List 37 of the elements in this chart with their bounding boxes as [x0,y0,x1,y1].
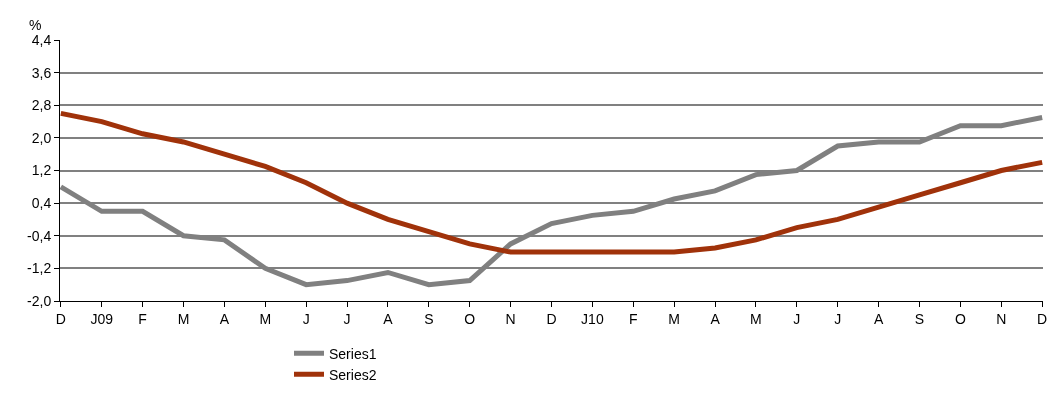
x-tick-label: S [914,310,925,327]
x-tick-label: O [954,310,966,327]
x-tick-label: S [424,310,434,327]
x-tick-label: A [219,310,230,327]
x-tick-label: J [793,310,801,327]
x-tick-label: J09 [90,310,114,327]
x-tick-label: M [259,310,272,327]
x-tick-label: M [668,310,681,327]
x-tick-label: N [505,310,516,327]
x-tick-label: J [834,310,842,327]
x-tick-label: D [546,310,557,327]
x-tick-label: F [629,310,638,327]
x-tick-label: D [1037,310,1048,327]
y-tick-label: 3,6 [31,64,52,81]
y-tick-label: -1,2 [27,260,52,277]
y-tick-label: -0,4 [27,227,52,244]
y-tick-label: 4,4 [31,31,52,48]
x-tick-label: O [464,310,476,327]
x-tick-label: D [55,310,66,327]
x-tick-label: A [383,310,394,327]
x-tick-label: M [177,310,190,327]
legend-label: Series2 [329,366,377,383]
y-tick-label: 0,4 [31,195,52,212]
y-tick-label: 2,0 [31,129,52,146]
x-tick-label: M [750,310,762,327]
legend-label: Series1 [329,345,377,362]
x-tick-label: J [302,310,310,327]
x-tick-label: N [996,310,1007,327]
y-tick-label: -2,0 [27,292,52,309]
x-tick-label: J [343,310,351,327]
x-tick-label: A [710,310,721,327]
x-tick-label: J10 [581,310,604,327]
y-axis-title: % [29,17,42,33]
x-tick-label: A [873,310,884,327]
y-tick-label: 1,2 [31,162,52,179]
y-tick-label: 2,8 [31,97,52,114]
x-tick-label: F [138,310,147,327]
